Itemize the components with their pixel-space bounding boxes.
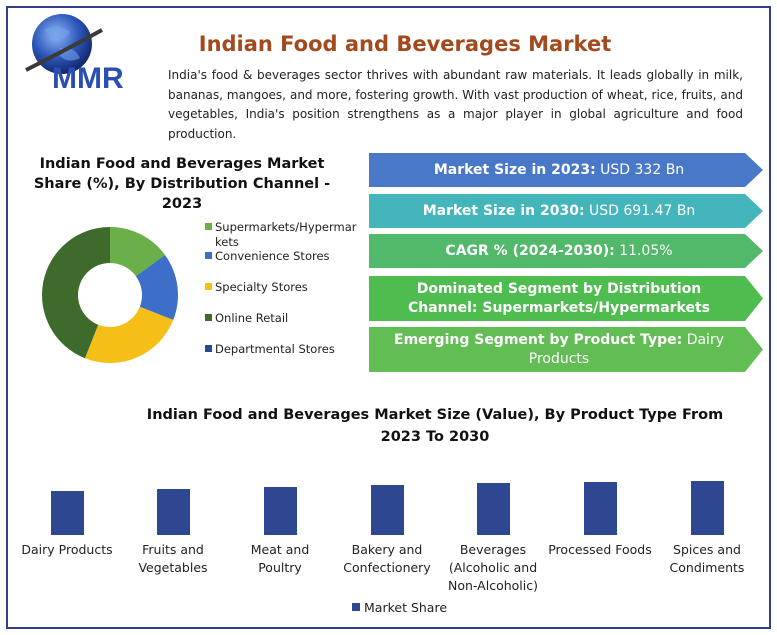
legend-item: Online Retail [205, 311, 365, 326]
stat-banner-text: CAGR % (2024-2030): 11.05% [445, 242, 672, 261]
bar-0 [51, 491, 84, 535]
legend-swatch [205, 345, 212, 352]
donut-chart-title: Indian Food and Beverages Market Share (… [33, 156, 331, 212]
logo-text: MMR [52, 62, 124, 95]
legend-label: Supermarkets/Hypermar kets [215, 220, 357, 249]
legend-swatch [205, 283, 212, 290]
page-title: Indian Food and Beverages Market [198, 32, 612, 56]
bar-chart-title: Indian Food and Beverages Market Size (V… [146, 407, 724, 445]
stat-banner: Market Size in 2023: USD 332 Bn [369, 153, 763, 187]
stat-key: Market Size in 2023: [433, 161, 596, 178]
category-label: Processed Foods [548, 542, 652, 557]
stat-value: USD 332 Bn [595, 161, 685, 178]
bar-2 [264, 487, 297, 535]
bar-chart-legend: Market Share [352, 600, 447, 615]
donut-slice-2 [84, 306, 174, 363]
bar-chart [0, 455, 777, 535]
category-label: Meat and Poultry [250, 542, 310, 575]
bar-5 [584, 482, 617, 535]
donut-chart [41, 227, 178, 363]
legend-item: Supermarkets/Hypermar kets [205, 220, 365, 250]
intro-paragraph: India's food & beverages sector thrives … [168, 68, 743, 141]
bar-1 [157, 489, 190, 535]
stat-value: USD 691.47 Bn [584, 202, 696, 219]
legend-item: Specialty Stores [205, 280, 365, 295]
series-name: Market Share [364, 600, 448, 615]
category-label: Dairy Products [21, 542, 113, 557]
legend-item: Departmental Stores [205, 342, 365, 357]
stat-banner-text: Emerging Segment by Product Type: Dairy … [381, 331, 737, 369]
legend-label: Online Retail [215, 311, 289, 325]
stat-key: Emerging Segment by Product Type: [394, 331, 683, 348]
legend-swatch [352, 603, 360, 611]
bar-3 [371, 485, 404, 535]
stat-banner: Market Size in 2030: USD 691.47 Bn [369, 194, 763, 228]
category-label: Fruits and Vegetables [138, 542, 208, 575]
bar-4 [477, 483, 510, 535]
stat-value: Dairy Products [528, 331, 724, 367]
stat-banner-text: Market Size in 2030: USD 691.47 Bn [423, 202, 696, 221]
legend-swatch [205, 314, 212, 321]
legend-swatch [205, 252, 212, 259]
category-label: Bakery and Confectionery [343, 542, 431, 575]
stat-value: 11.05% [614, 242, 673, 259]
stat-key: Market Size in 2030: [422, 202, 585, 219]
donut-slice-0 [110, 227, 166, 277]
stat-banner: Emerging Segment by Product Type: Dairy … [369, 327, 763, 372]
stat-key: Dominated Segment by Distribution Channe… [407, 280, 711, 316]
stat-banner: CAGR % (2024-2030): 11.05% [369, 234, 763, 268]
stat-banner: Dominated Segment by Distribution Channe… [369, 276, 763, 321]
legend-label: Specialty Stores [215, 280, 308, 294]
category-label: Spices and Condiments [669, 542, 745, 575]
legend-label: Departmental Stores [215, 342, 335, 356]
donut-slice-1 [135, 255, 178, 321]
stat-banner-text: Market Size in 2023: USD 332 Bn [434, 161, 684, 180]
legend-label: Convenience Stores [215, 249, 330, 263]
stat-banner-text: Dominated Segment by Distribution Channe… [381, 280, 737, 318]
bar-6 [691, 481, 724, 535]
category-label: Beverages (Alcoholic and Non-Alcoholic) [448, 542, 538, 593]
legend-item: Convenience Stores [205, 249, 365, 264]
stat-key: CAGR % (2024-2030): [445, 242, 615, 259]
mmr-logo: MMR [25, 14, 124, 95]
donut-slice-3 [41, 227, 110, 359]
legend-swatch [205, 223, 212, 230]
